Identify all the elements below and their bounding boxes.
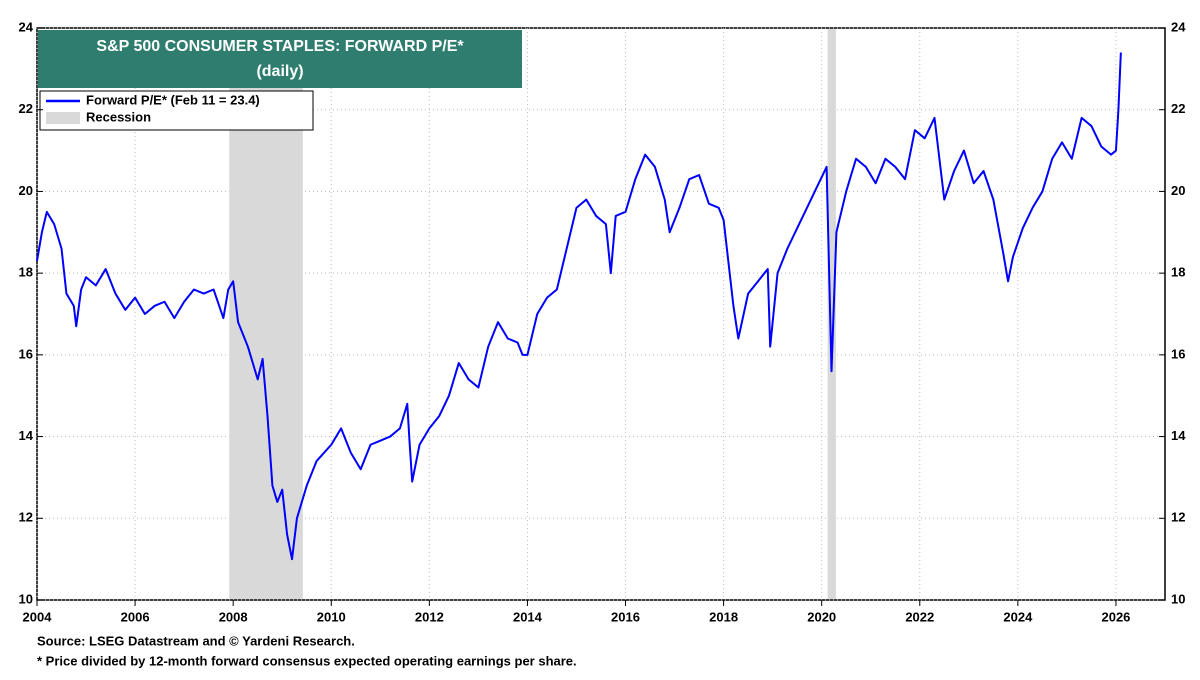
y2-tick-label: 16 <box>1171 346 1185 361</box>
legend-label: Recession <box>86 109 151 124</box>
y2-tick-label: 24 <box>1171 19 1186 34</box>
x-tick-label: 2022 <box>905 609 934 624</box>
x-tick-label: 2012 <box>415 609 444 624</box>
chart-title: S&P 500 CONSUMER STAPLES: FORWARD P/E* <box>96 38 464 55</box>
y-tick-label: 20 <box>19 183 33 198</box>
y-tick-label: 12 <box>19 510 33 525</box>
y2-tick-label: 18 <box>1171 265 1185 280</box>
x-tick-label: 2014 <box>513 609 543 624</box>
x-tick-label: 2004 <box>23 609 53 624</box>
chart-subtitle: (daily) <box>256 63 303 80</box>
x-tick-label: 2024 <box>1003 609 1033 624</box>
legend-swatch <box>46 112 80 124</box>
lines <box>36 52 1122 561</box>
y-tick-label: 16 <box>19 346 33 361</box>
footnote: * Price divided by 12-month forward cons… <box>37 653 577 668</box>
legend-box <box>39 90 314 131</box>
x-tick-label: 2020 <box>807 609 836 624</box>
legend-label: Forward P/E* (Feb 11 = 23.4) <box>86 92 260 107</box>
grid <box>36 27 1165 601</box>
recession-band <box>827 29 836 599</box>
x-tick-label: 2016 <box>611 609 640 624</box>
x-tick-label: 2006 <box>121 609 150 624</box>
x-tick-label: 2026 <box>1101 609 1130 624</box>
y-tick-label: 24 <box>19 19 34 34</box>
x-tick-label: 2010 <box>317 609 346 624</box>
y-tick-label: 14 <box>19 428 34 443</box>
x-tick-label: 2008 <box>219 609 248 624</box>
y-tick-label: 22 <box>19 101 33 116</box>
x-tick-label: 2018 <box>709 609 738 624</box>
y2-tick-label: 10 <box>1171 591 1185 606</box>
data-line <box>36 52 1122 561</box>
y-tick-label: 18 <box>19 265 33 280</box>
y-tick-label: 10 <box>19 591 33 606</box>
y2-tick-label: 22 <box>1171 101 1185 116</box>
footnote: Source: LSEG Datastream and © Yardeni Re… <box>37 633 355 648</box>
y2-tick-label: 20 <box>1171 183 1185 198</box>
y2-tick-label: 12 <box>1171 510 1185 525</box>
y2-tick-label: 14 <box>1171 428 1186 443</box>
title-box <box>38 30 522 88</box>
